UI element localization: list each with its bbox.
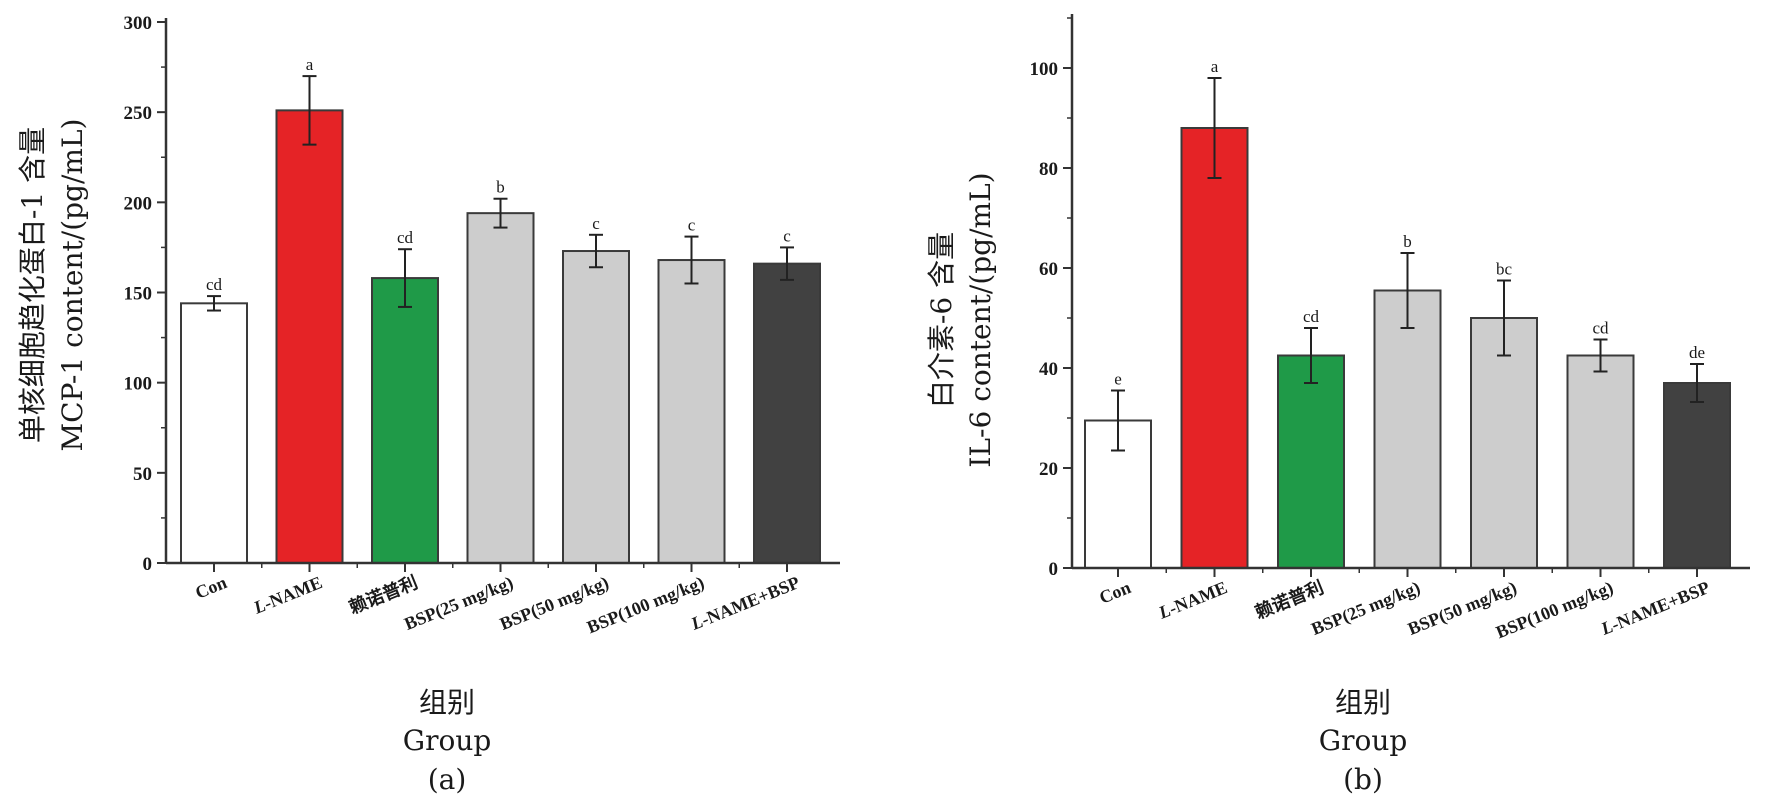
bar xyxy=(466,212,535,565)
x-tick-label: BSP(25 mg/kg) xyxy=(1308,577,1423,640)
x-axis-label-en-b: Group xyxy=(1319,724,1408,757)
significance-label: c xyxy=(688,216,696,235)
x-axis-label-cn-b: 组别 xyxy=(1335,686,1391,719)
y-tick-label: 40 xyxy=(1039,359,1058,380)
y-tick-label: 0 xyxy=(143,554,153,575)
significance-label: cd xyxy=(1303,307,1320,326)
bar-group-b xyxy=(1084,77,1731,569)
bar xyxy=(275,109,344,564)
significance-label: e xyxy=(1114,370,1122,389)
significance-label: c xyxy=(783,226,791,245)
panel-label-a: (a) xyxy=(428,763,467,796)
significance-label: cd xyxy=(397,228,414,247)
x-tick-label: L-NAME xyxy=(250,572,325,618)
x-tick-label: BSP(25 mg/kg) xyxy=(401,572,516,635)
x-tick-label: 赖诺普利 xyxy=(1252,576,1327,622)
chart-panel-a: 0 50 100 150 200 250 300 cd Con a L-NAME cd 赖诺普利 b BS… xyxy=(16,13,840,796)
y-axis-label-en-a: MCP-1 content/(pg/mL) xyxy=(56,119,89,452)
x-tick-label: L-NAME+BSP xyxy=(687,572,802,634)
significance-label: c xyxy=(592,214,600,233)
x-tick-label: L-NAME+BSP xyxy=(1597,577,1712,639)
significance-label: b xyxy=(1403,232,1412,251)
x-axis-label-en-a: Group xyxy=(403,724,492,757)
y-tick-label: 300 xyxy=(124,13,153,34)
y-tick-label: 250 xyxy=(124,103,153,124)
y-tick-label: 80 xyxy=(1039,159,1058,180)
bar xyxy=(1277,354,1345,569)
y-tick-label: 50 xyxy=(133,464,152,485)
x-tick-label: L-NAME xyxy=(1155,577,1230,623)
x-tick-label: 赖诺普利 xyxy=(346,571,421,617)
significance-label: de xyxy=(1689,343,1705,362)
significance-label: cd xyxy=(206,275,223,294)
panel-label-b: (b) xyxy=(1343,763,1383,796)
x-tick-label: Con xyxy=(192,572,229,603)
y-tick-label: 100 xyxy=(124,374,153,395)
y-tick-label: 150 xyxy=(124,284,153,305)
bar-group-a xyxy=(180,75,821,565)
bar xyxy=(180,302,248,564)
bar xyxy=(1663,382,1731,569)
chart-panel-b: 0 20 40 60 80 100 e Con a L-NAME cd 赖诺普利 b BSP(25 mg… xyxy=(925,14,1750,796)
y-tick-label: 60 xyxy=(1039,259,1058,280)
y-axis-label-cn-b: 白介素-6 含量 xyxy=(925,232,958,408)
significance-label: cd xyxy=(1592,319,1609,338)
significance-label: a xyxy=(1211,57,1219,76)
x-tick-label: Con xyxy=(1096,577,1133,608)
bar xyxy=(371,277,439,564)
significance-label: bc xyxy=(1496,260,1513,279)
bar xyxy=(1180,127,1249,569)
y-tick-label: 100 xyxy=(1030,59,1059,80)
y-tick-label: 200 xyxy=(124,193,153,214)
y-tick-label: 20 xyxy=(1039,459,1058,480)
y-tick-label: 0 xyxy=(1049,559,1059,580)
y-axis-label-cn-a: 单核细胞趋化蛋白-1 含量 xyxy=(16,127,49,443)
axes-a: 0 50 100 150 200 250 300 xyxy=(124,13,840,575)
axes-b: 0 20 40 60 80 100 xyxy=(1030,14,1750,580)
y-axis-label-en-b: IL-6 content/(pg/mL) xyxy=(964,172,997,467)
significance-label: b xyxy=(496,178,505,197)
bar xyxy=(1566,354,1635,569)
significance-label: a xyxy=(306,55,314,74)
bar xyxy=(657,259,726,564)
x-axis-label-cn-a: 组别 xyxy=(419,686,475,719)
bar xyxy=(1373,289,1442,569)
bar xyxy=(753,262,821,564)
bar xyxy=(562,250,630,564)
